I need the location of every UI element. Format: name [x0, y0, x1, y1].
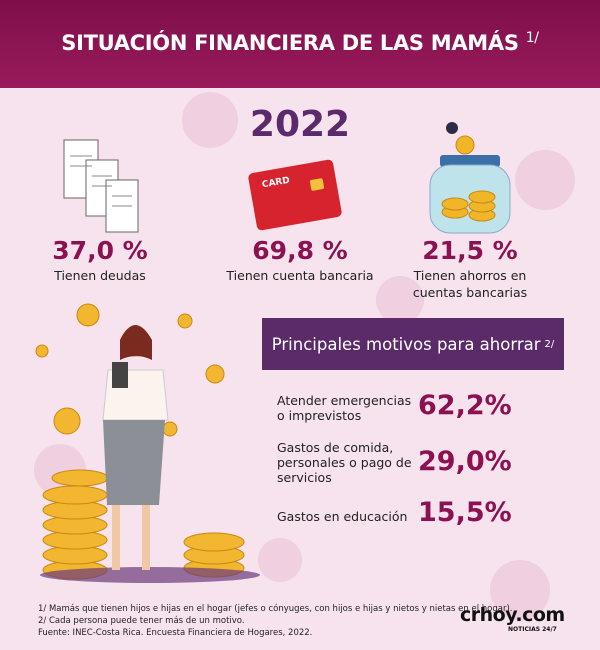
- stat-label: Tienen cuenta bancaria: [226, 268, 374, 283]
- year: 2022: [249, 104, 351, 145]
- logo: crhoy.com: [460, 604, 565, 626]
- motive-label: Atender emergencias o imprevistos: [277, 393, 412, 423]
- title-note: 1/: [525, 30, 539, 46]
- stat-value: 37,0 %: [52, 236, 148, 265]
- stat-value: 21,5 %: [422, 236, 518, 265]
- motive-label: Gastos de comida, personales o pago de s…: [277, 440, 412, 485]
- motives-title: Principales motivos para ahorrar: [271, 334, 541, 354]
- stat-value: 69,8 %: [252, 236, 348, 265]
- footnote: 2/ Cada persona puede tener más de un mo…: [38, 616, 245, 626]
- motives-note: 2/: [544, 338, 555, 350]
- title-text: SITUACIÓN FINANCIERA DE LAS MAMÁS: [61, 31, 519, 55]
- motive-value: 29,0%: [418, 446, 512, 477]
- card-icon: [248, 159, 342, 231]
- motive-label: Gastos en educación: [277, 509, 408, 524]
- footnote: Fuente: INEC-Costa Rica. Encuesta Financ…: [38, 628, 313, 638]
- motives-header: Principales motivos para ahorrar 2/: [262, 318, 564, 370]
- footnote: 1/ Mamás que tienen hijos e hijas en el …: [38, 604, 513, 614]
- woman-illustration: [40, 325, 260, 583]
- header-band: [0, 0, 600, 88]
- jar-icon: [429, 122, 511, 234]
- motive-value: 62,2%: [418, 390, 512, 421]
- background-flowers: [34, 92, 575, 620]
- coins: [35, 303, 245, 580]
- header-title: SITUACIÓN FINANCIERA DE LAS MAMÁS 1/: [0, 30, 600, 55]
- stat-label: Tienen ahorros en cuentas bancarias: [412, 268, 528, 300]
- stat-label: Tienen deudas: [54, 268, 146, 283]
- logo-tagline: NOTICIAS 24/7: [508, 626, 557, 633]
- receipts-icon: [63, 139, 139, 233]
- motive-value: 15,5%: [418, 497, 512, 528]
